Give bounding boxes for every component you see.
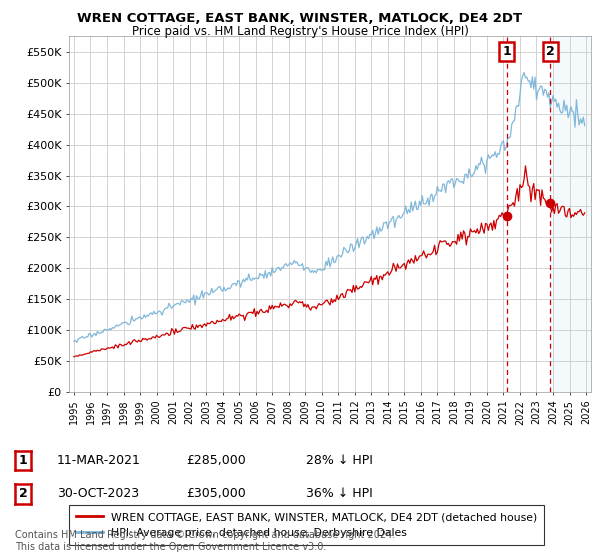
Text: 11-MAR-2021: 11-MAR-2021 [57,454,141,467]
Text: WREN COTTAGE, EAST BANK, WINSTER, MATLOCK, DE4 2DT: WREN COTTAGE, EAST BANK, WINSTER, MATLOC… [77,12,523,25]
Text: 2: 2 [19,487,27,501]
Text: £285,000: £285,000 [186,454,246,467]
Text: 2: 2 [546,45,554,58]
Text: 30-OCT-2023: 30-OCT-2023 [57,487,139,501]
Text: 1: 1 [502,45,511,58]
Bar [550,36,591,392]
Text: 36% ↓ HPI: 36% ↓ HPI [306,487,373,501]
Text: £305,000: £305,000 [186,487,246,501]
Text: 28% ↓ HPI: 28% ↓ HPI [306,454,373,467]
Text: Contains HM Land Registry data © Crown copyright and database right 2024.
This d: Contains HM Land Registry data © Crown c… [15,530,395,552]
Legend: WREN COTTAGE, EAST BANK, WINSTER, MATLOCK, DE4 2DT (detached house), HPI: Averag: WREN COTTAGE, EAST BANK, WINSTER, MATLOC… [69,505,544,545]
Text: 1: 1 [19,454,27,467]
Text: Price paid vs. HM Land Registry's House Price Index (HPI): Price paid vs. HM Land Registry's House … [131,25,469,38]
